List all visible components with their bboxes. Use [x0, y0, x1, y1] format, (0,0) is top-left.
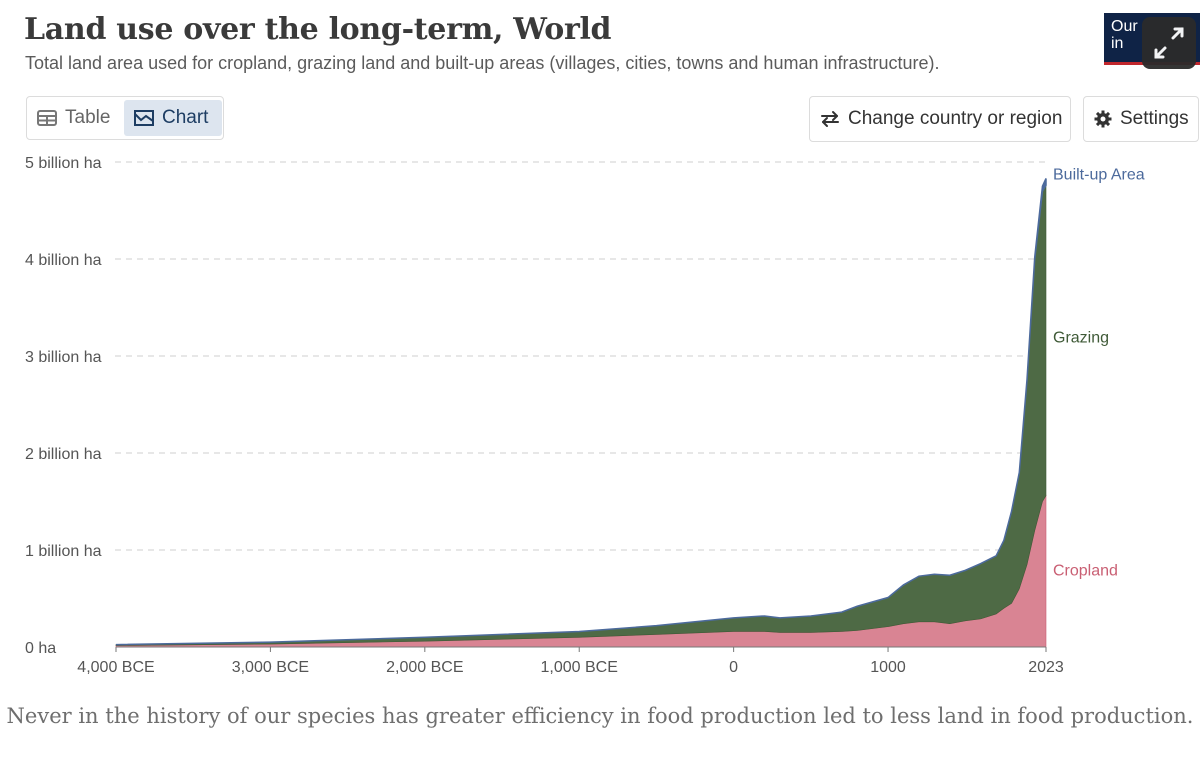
change-country-label: Change country or region: [848, 108, 1063, 129]
expand-button[interactable]: [1142, 17, 1196, 69]
x-tick-label: 0: [729, 659, 738, 676]
caption: Never in the history of our species has …: [6, 704, 1194, 728]
cropland-area: [115, 494, 1047, 648]
x-tick-label: 1000: [870, 659, 906, 676]
tab-table-label: Table: [65, 107, 111, 128]
built-up-area: [115, 178, 1047, 646]
land-use-area-chart: 0 ha 1 billion ha 2 billion ha 3 billion ha…: [25, 155, 1145, 676]
tab-chart[interactable]: Chart: [124, 100, 222, 136]
chart-icon: [134, 110, 154, 126]
x-tick-label: 3,000 BCE: [232, 659, 309, 676]
chart-title: Land use over the long-term, World: [24, 12, 612, 47]
x-tick-label: 1,000 BCE: [541, 659, 618, 676]
cropland-label: Cropland: [1053, 562, 1118, 579]
settings-label: Settings: [1120, 108, 1189, 129]
x-tick-label: 4,000 BCE: [77, 659, 154, 676]
built-up-area-label: Built-up Area: [1053, 167, 1145, 184]
x-tick-label: 2023: [1028, 659, 1064, 676]
y-tick-label: 0 ha: [25, 640, 56, 657]
grazing-area: [115, 184, 1047, 646]
table-icon: [37, 110, 57, 126]
y-tick-label: 4 billion ha: [25, 252, 102, 269]
y-tick-label: 1 billion ha: [25, 543, 102, 560]
gear-icon: [1094, 110, 1112, 128]
y-tick-label: 5 billion ha: [25, 155, 102, 172]
y-tick-label: 3 billion ha: [25, 349, 102, 366]
tab-chart-label: Chart: [162, 107, 209, 128]
view-tabs: Table Chart: [26, 96, 224, 140]
y-tick-label: 2 billion ha: [25, 446, 102, 463]
expand-icon: [1154, 27, 1184, 59]
grazing-label: Grazing: [1053, 330, 1109, 347]
swap-arrows-icon: [821, 111, 839, 127]
change-country-button[interactable]: Change country or region: [809, 96, 1071, 142]
chart-subtitle: Total land area used for cropland, grazi…: [25, 53, 940, 73]
tab-table[interactable]: Table: [37, 100, 127, 136]
settings-button[interactable]: Settings: [1083, 96, 1199, 142]
x-tick-label: 2,000 BCE: [386, 659, 463, 676]
logo-text: Our in: [1111, 18, 1138, 52]
